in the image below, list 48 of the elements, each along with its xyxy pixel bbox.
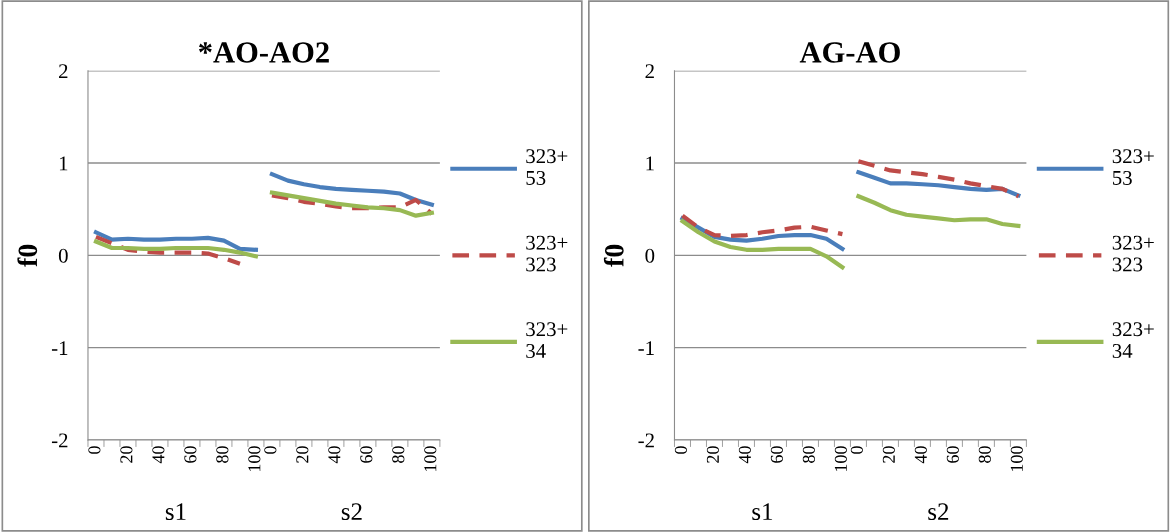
y-tick-label: 1: [59, 156, 68, 171]
x-tick-label: 80: [802, 446, 815, 463]
y-tick-label: 0: [645, 248, 655, 263]
text: s1: [165, 503, 186, 521]
x-tick-label: 40: [738, 446, 751, 464]
x-tick-label: 100: [424, 446, 437, 472]
x-tick-label: 40: [328, 446, 341, 464]
y-tick-label: -2: [638, 433, 654, 448]
x-tick-label: 20: [706, 446, 719, 463]
x-tick-label: 80: [978, 446, 991, 463]
x-tick-label: 100: [1010, 446, 1023, 472]
legend-label: 323+ 53: [1112, 149, 1154, 185]
y-tick-label: -1: [51, 341, 68, 355]
x-tick-label: 40: [914, 446, 927, 464]
chart-title: *AO-AO2: [199, 42, 329, 63]
y-tick-label: 2: [645, 64, 654, 78]
legend-label: 323+ 323: [1112, 235, 1154, 272]
legend-label: 323+ 34: [1112, 322, 1154, 358]
x-tick-label: 0: [264, 446, 277, 454]
legend-label: 323+ 34: [526, 322, 568, 358]
x-tick-label: 0: [850, 446, 863, 454]
x-tick-label: 20: [120, 446, 133, 463]
x-tick-label: 60: [184, 446, 197, 463]
x-tick-label: 20: [882, 446, 895, 463]
x-tick-label: 100: [834, 446, 847, 472]
x-tick-label: 20: [296, 446, 309, 463]
y-tick-label: -1: [638, 341, 654, 355]
x-tick-label: 60: [946, 446, 959, 463]
x-tick-label: 80: [216, 446, 229, 463]
x-tick-label: 0: [88, 446, 101, 454]
x-tick-label: 0: [674, 446, 687, 454]
x-tick-label: 80: [392, 446, 405, 463]
text: s2: [928, 503, 949, 521]
y-tick-label: 0: [58, 248, 68, 263]
chart-title: AG-AO: [799, 42, 900, 63]
y-tick-label: -2: [51, 433, 68, 448]
x-tick-label: 60: [360, 446, 373, 463]
x-tick-label: 40: [152, 446, 165, 464]
text: s2: [341, 503, 362, 521]
y-tick-label: 1: [646, 156, 654, 171]
x-tick-label: 60: [770, 446, 783, 463]
y-tick-label: 2: [59, 64, 68, 78]
y-axis-title: f0: [603, 244, 624, 267]
x-tick-label: 100: [248, 446, 261, 472]
text: s1: [752, 503, 773, 521]
y-axis-title: f0: [17, 244, 38, 267]
legend-label: 323+ 323: [526, 235, 568, 272]
legend-label: 323+ 53: [526, 149, 568, 185]
